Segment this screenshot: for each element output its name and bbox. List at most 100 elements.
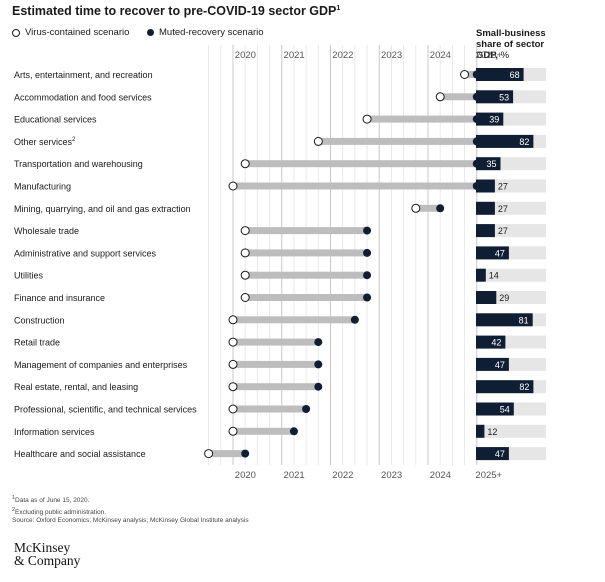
sb-share-bar: [476, 447, 509, 461]
footnote-mark-1: 1: [12, 495, 16, 501]
sb-share-value: 47: [495, 449, 505, 459]
sb-share-value: 68: [510, 70, 520, 80]
mckinsey-logo: McKinsey & Company: [14, 541, 81, 568]
virus-contained-marker: [435, 92, 445, 102]
virus-contained-marker: [204, 449, 214, 459]
recovery-range-bar: [318, 137, 477, 145]
sb-share-bar: [476, 402, 514, 416]
virus-contained-marker: [240, 270, 250, 280]
chart-title-text: Estimated time to recover to pre-COVID-1…: [12, 4, 337, 18]
virus-contained-marker: [362, 114, 372, 124]
sb-share-track: [476, 268, 546, 282]
virus-contained-marker: [228, 315, 238, 325]
sb-share-bar: [476, 291, 497, 304]
sb-share-value: 27: [498, 226, 508, 236]
title-footnote-mark: 1: [336, 4, 341, 12]
muted-recovery-marker: [241, 449, 250, 458]
sector-label: Utilities: [14, 271, 44, 281]
sb-share-value: 29: [499, 293, 509, 303]
recovery-range-bar: [245, 294, 368, 301]
sb-share-bar: [476, 112, 504, 126]
recovery-range-bar: [233, 383, 319, 391]
recovery-range-bar: [245, 271, 368, 279]
sector-label: Transportation and warehousing: [14, 159, 143, 169]
sector-label: Other services2: [14, 137, 76, 147]
virus-contained-marker: [313, 136, 323, 146]
muted-recovery-marker: [363, 226, 372, 235]
muted-recovery-marker: [314, 360, 323, 369]
sb-share-bar: [476, 201, 495, 215]
sb-title-line2: share of sector: [476, 39, 545, 50]
sb-share-bar: [476, 157, 501, 171]
chart-title: Estimated time to recover to pre-COVID-1…: [12, 4, 340, 18]
virus-contained-marker: [240, 293, 250, 302]
sector-label: Finance and insurance: [14, 293, 105, 303]
virus-contained-marker: [460, 70, 470, 79]
virus-contained-marker: [228, 382, 238, 392]
muted-recovery-marker: [363, 271, 372, 280]
sb-share-bar: [476, 134, 534, 148]
muted-recovery-marker: [436, 204, 445, 213]
muted-recovery-marker: [363, 293, 372, 302]
sb-share-bar: [476, 68, 524, 81]
sb-share-value: 35: [486, 159, 496, 169]
legend-muted-recovery-label: Muted-recovery scenario: [159, 27, 264, 38]
virus-contained-marker: [240, 248, 250, 258]
recovery-range-bar: [415, 204, 441, 212]
x-tick-label-bottom: 2021: [284, 470, 305, 481]
sector-label: Accommodation and food services: [14, 92, 152, 102]
sb-share-bar: [476, 90, 514, 104]
muted-recovery-marker: [314, 382, 323, 391]
sb-share-value: 47: [495, 360, 505, 370]
x-tick-label-bottom: 2020: [235, 470, 256, 481]
sb-share-value: 81: [519, 315, 529, 325]
recovery-range-bar: [367, 115, 477, 123]
x-tick-label-top: 2023: [381, 50, 402, 61]
x-tick-label-top: 2024: [430, 50, 451, 61]
sb-share-bar: [476, 224, 495, 238]
sb-share-value: 27: [498, 182, 508, 192]
sector-label: Administrative and support services: [14, 248, 157, 258]
legend-muted-recovery: Muted-recovery scenario: [147, 27, 264, 38]
legend-virus-contained: Virus-contained scenario: [12, 27, 129, 38]
sb-share-value: 82: [519, 137, 529, 147]
sector-label: Real estate, rental, and leasing: [14, 382, 138, 392]
sb-share-value: 47: [495, 248, 505, 258]
x-tick-label-bottom: 2025+: [475, 470, 502, 481]
sector-label: Retail trade: [14, 338, 60, 348]
x-tick-label-top: 2025+: [475, 50, 502, 61]
sb-title-line1: Small-business: [476, 28, 546, 39]
virus-contained-marker: [228, 359, 238, 369]
sb-share-bar: [476, 179, 495, 193]
virus-contained-marker: [228, 337, 238, 347]
sb-share-value: 54: [500, 405, 510, 415]
x-tick-label-bottom: 2022: [332, 470, 353, 481]
recovery-range-bar: [233, 405, 307, 413]
sb-share-bar: [476, 313, 533, 327]
sector-label: Arts, entertainment, and recreation: [14, 70, 153, 80]
recovery-range-bar: [245, 249, 368, 257]
recovery-range-bar: [233, 338, 319, 346]
legend-virus-contained-label: Virus-contained scenario: [25, 27, 130, 38]
sb-share-value: 27: [498, 204, 508, 214]
sector-label: Professional, scientific, and technical …: [14, 405, 197, 415]
sector-footnote-mark: 2: [72, 137, 76, 143]
muted-recovery-marker: [314, 338, 323, 347]
recovery-range-bar: [233, 360, 319, 368]
sb-share-value: 39: [489, 115, 499, 125]
virus-contained-marker: [228, 181, 238, 191]
x-tick-label-top: 2021: [284, 50, 305, 61]
muted-recovery-marker: [289, 427, 298, 436]
sb-share-value: 14: [489, 271, 499, 281]
logo-line2: & Company: [14, 553, 81, 568]
virus-contained-marker: [240, 159, 250, 169]
sb-share-track: [476, 424, 546, 438]
filled-circle-icon: [147, 29, 154, 36]
virus-contained-marker: [240, 226, 250, 236]
sector-label: Manufacturing: [14, 182, 71, 192]
recovery-range-bar: [208, 450, 246, 458]
small-business-column-title: Small-business share of sector GDP, %: [476, 28, 586, 61]
recovery-range-bar: [245, 160, 477, 168]
sb-share-bar: [476, 268, 486, 282]
recovery-range-bar: [245, 227, 368, 235]
